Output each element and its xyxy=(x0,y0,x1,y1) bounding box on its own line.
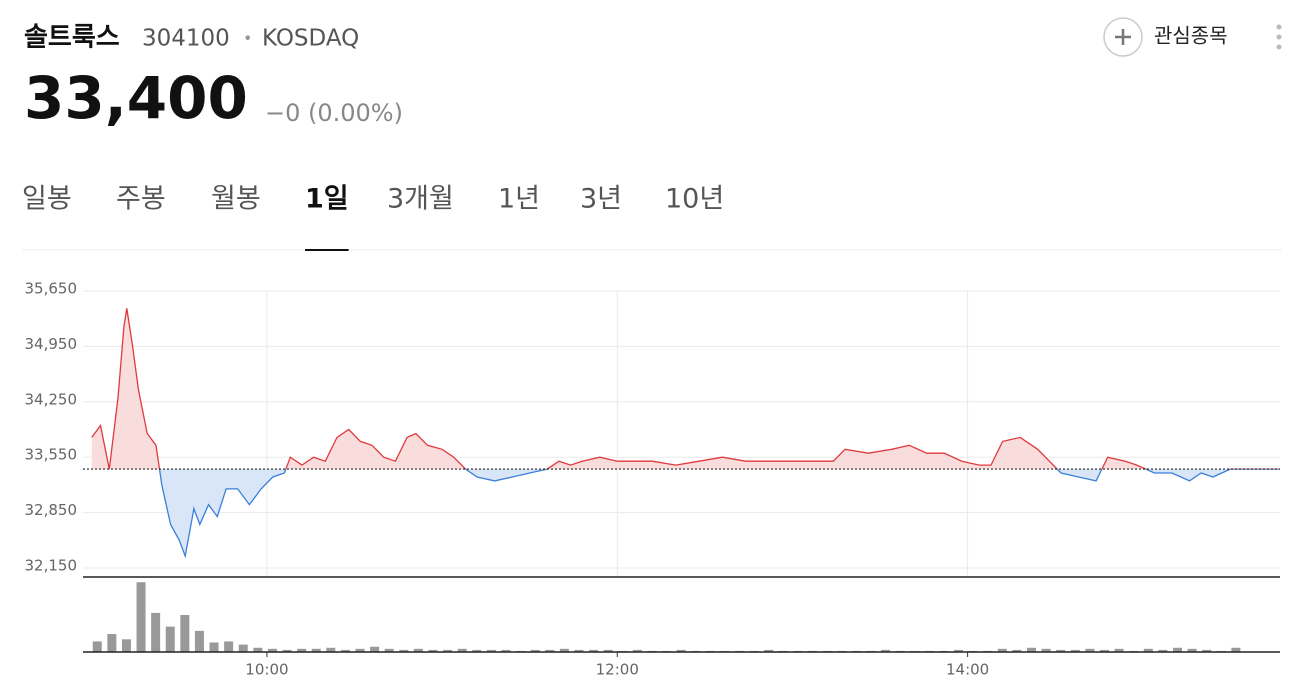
tab[interactable]: 1년 xyxy=(498,184,540,215)
volume-bar xyxy=(997,648,1007,652)
dot xyxy=(1276,24,1282,30)
volume-bar xyxy=(676,649,686,652)
stock-name: 솔트룩스 xyxy=(24,23,120,53)
volume-bar xyxy=(1231,647,1241,652)
watch-label: 관심종목 xyxy=(1154,24,1228,48)
volume-bar xyxy=(355,648,365,652)
volume-bar xyxy=(399,649,409,652)
volume-bar xyxy=(530,649,540,652)
volume-bar xyxy=(413,648,423,652)
volume-bar xyxy=(954,649,964,652)
volume-bar xyxy=(340,649,350,652)
volume-bar xyxy=(559,648,569,652)
volume-bar xyxy=(282,649,292,652)
volume-bar xyxy=(1143,648,1153,652)
volume-bar xyxy=(224,641,234,652)
volume-bar xyxy=(165,626,175,652)
volume-bar xyxy=(603,649,613,652)
stock-code: 304100 xyxy=(142,26,230,52)
volume-bar xyxy=(326,647,336,652)
volume-bar xyxy=(443,649,453,652)
volume-bar xyxy=(1085,648,1095,652)
volume-bar xyxy=(1041,648,1051,652)
volume-bar xyxy=(151,612,161,652)
volume-bar xyxy=(384,648,394,652)
volume-bar xyxy=(238,644,248,652)
volume-bar xyxy=(1012,649,1022,652)
volume-bar xyxy=(486,649,496,652)
volume-bar xyxy=(1099,649,1109,652)
tab[interactable]: 월봉 xyxy=(211,184,261,215)
more-menu[interactable] xyxy=(1276,24,1282,50)
volume-bar xyxy=(1027,647,1037,652)
volume-bar xyxy=(457,648,467,652)
x-tick-label: 14:00 xyxy=(946,661,989,679)
y-tick-label: 34,250 xyxy=(25,390,78,408)
y-tick-label: 35,650 xyxy=(25,280,78,298)
volume-bar xyxy=(589,649,599,652)
volume-bar xyxy=(1187,648,1197,652)
watch-button[interactable]: 관심종목 xyxy=(1103,17,1228,57)
volume-bar xyxy=(180,615,190,652)
volume-bar xyxy=(472,649,482,652)
volume-bar xyxy=(1070,649,1080,652)
volume-bar xyxy=(428,649,438,652)
volume-bar xyxy=(1158,649,1168,652)
price-line xyxy=(108,469,1280,559)
volume-bar xyxy=(107,634,117,652)
volume-bar xyxy=(311,648,321,652)
tab[interactable]: 3개월 xyxy=(387,184,454,215)
volume-bar xyxy=(194,630,204,652)
volume-bar xyxy=(267,648,277,652)
tab[interactable]: 주봉 xyxy=(116,184,166,215)
volume-bar xyxy=(209,642,219,652)
volume-bar xyxy=(632,649,642,652)
y-tick-label: 34,950 xyxy=(25,335,78,353)
volume-bar xyxy=(136,582,146,652)
volume-bar xyxy=(253,647,263,652)
tab[interactable]: 10년 xyxy=(665,184,724,215)
volume-bar xyxy=(1114,648,1124,652)
volume-bar xyxy=(1056,649,1066,652)
dot xyxy=(1276,44,1282,50)
volume-bar xyxy=(881,649,891,652)
dot xyxy=(1276,34,1282,40)
price-line xyxy=(91,308,1280,470)
volume-bar xyxy=(501,649,511,652)
market: KOSDAQ xyxy=(262,26,359,52)
volume-bar xyxy=(121,639,131,652)
y-tick-label: 32,150 xyxy=(25,557,78,575)
x-tick-label: 12:00 xyxy=(596,661,639,679)
price-area xyxy=(109,469,1280,557)
y-tick-label: 32,850 xyxy=(25,501,78,519)
volume-bar xyxy=(1202,649,1212,652)
tab[interactable]: 일봉 xyxy=(22,184,72,215)
volume-bar xyxy=(1172,647,1182,652)
tab[interactable]: 3년 xyxy=(580,184,622,215)
separator: • xyxy=(243,29,252,48)
volume-bar xyxy=(574,649,584,652)
x-tick-label: 10:00 xyxy=(245,661,288,679)
plus-icon xyxy=(1115,29,1131,45)
price-area xyxy=(91,308,1280,470)
volume-bar xyxy=(764,649,774,652)
y-tick-label: 33,550 xyxy=(25,446,78,464)
volume-bar xyxy=(370,646,380,652)
volume-bar xyxy=(545,649,555,652)
price-change: −0 (0.00%) xyxy=(265,99,403,127)
tab[interactable]: 1일 xyxy=(305,184,349,215)
volume-bar xyxy=(297,648,307,652)
price: 33,400 xyxy=(24,64,248,132)
volume-bar xyxy=(92,641,102,652)
